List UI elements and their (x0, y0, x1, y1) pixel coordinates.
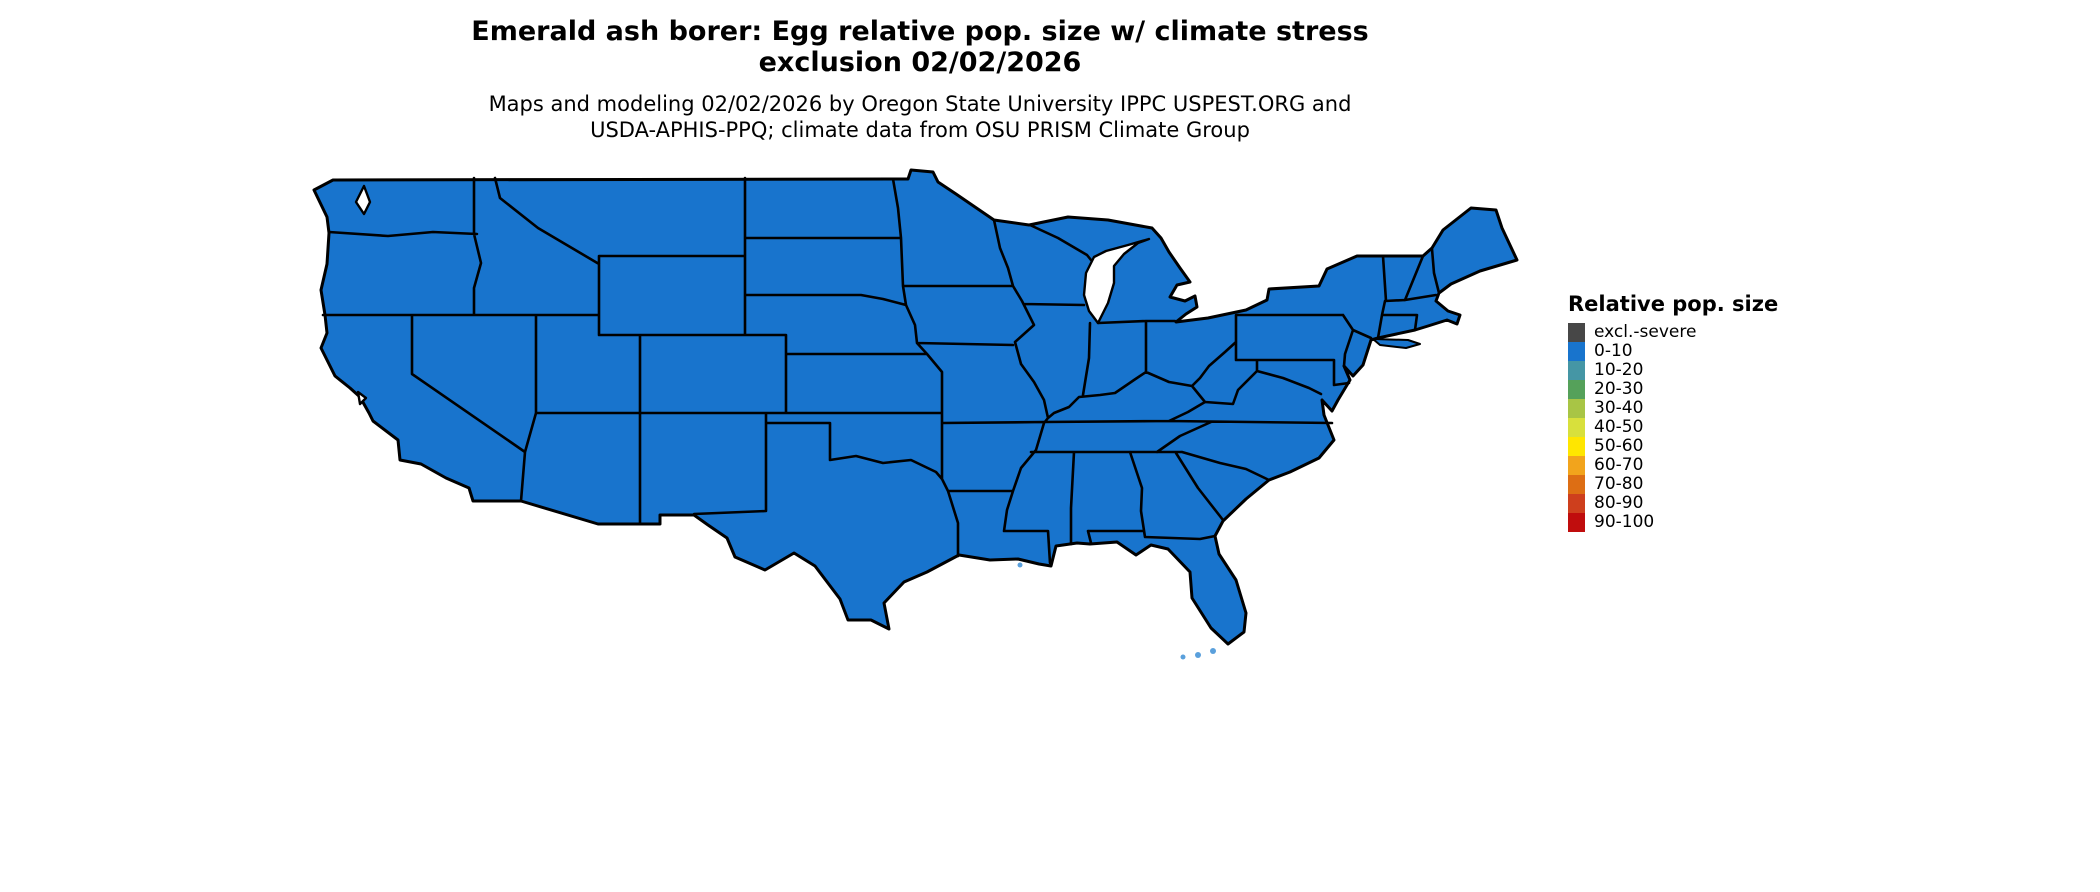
conus-landmass (312, 168, 1519, 646)
lake-michigan (1082, 237, 1151, 325)
legend-swatch (1568, 513, 1585, 532)
legend-swatch (1568, 494, 1585, 513)
legend-item: 70-80 (1568, 475, 1828, 494)
map-subtitle: Maps and modeling 02/02/2026 by Oregon S… (310, 91, 1530, 143)
legend-item: 20-30 (1568, 380, 1828, 399)
long-island (1372, 338, 1421, 349)
subtitle-line-1: Maps and modeling 02/02/2026 by Oregon S… (488, 92, 1352, 116)
us-map (308, 168, 1528, 660)
legend-label: 0-10 (1594, 341, 1633, 361)
title-line-1: Emerald ash borer: Egg relative pop. siz… (471, 16, 1369, 47)
legend-item: 10-20 (1568, 361, 1828, 380)
legend-swatch (1568, 418, 1585, 437)
legend-label: 90-100 (1594, 512, 1655, 532)
legend-label: 60-70 (1594, 455, 1644, 475)
legend-item: 90-100 (1568, 513, 1828, 532)
conus-map-svg (312, 168, 1519, 660)
state-borders (321, 176, 1441, 565)
page-title: Emerald ash borer: Egg relative pop. siz… (310, 16, 1530, 78)
legend-swatch (1568, 437, 1585, 456)
florida-keys-water (1017, 562, 1216, 660)
legend-swatch (1568, 475, 1585, 494)
legend-swatch (1568, 456, 1585, 475)
legend-item: 80-90 (1568, 494, 1828, 513)
water-dot (1210, 648, 1216, 654)
legend-label: 20-30 (1594, 379, 1644, 399)
water-dot (1180, 654, 1186, 660)
legend-label: excl.-severe (1594, 322, 1697, 342)
legend-label: 40-50 (1594, 417, 1644, 437)
san-francisco-bay (356, 390, 368, 406)
legend-swatch (1568, 380, 1585, 399)
legend-label: 30-40 (1594, 398, 1644, 418)
water-dot (1195, 652, 1201, 658)
legend-label: 50-60 (1594, 436, 1644, 456)
legend: Relative pop. size excl.-severe 0-10 10-… (1568, 292, 1828, 532)
puget-sound (354, 184, 372, 216)
legend-label: 10-20 (1594, 360, 1644, 380)
water-dot (1017, 562, 1023, 568)
legend-swatch (1568, 342, 1585, 361)
legend-swatch (1568, 361, 1585, 380)
header: Emerald ash borer: Egg relative pop. siz… (310, 16, 1530, 143)
legend-item: 40-50 (1568, 418, 1828, 437)
title-line-2: exclusion 02/02/2026 (758, 47, 1082, 78)
legend-label: 80-90 (1594, 493, 1644, 513)
subtitle-line-2: USDA-APHIS-PPQ; climate data from OSU PR… (590, 118, 1250, 142)
legend-label: 70-80 (1594, 474, 1644, 494)
legend-item: 50-60 (1568, 437, 1828, 456)
legend-item: 0-10 (1568, 342, 1828, 361)
legend-title: Relative pop. size (1568, 292, 1779, 316)
legend-swatch (1568, 399, 1585, 418)
legend-item: excl.-severe (1568, 323, 1828, 342)
legend-item: 60-70 (1568, 456, 1828, 475)
legend-swatch (1568, 323, 1585, 342)
legend-list: excl.-severe 0-10 10-20 20-30 30-40 40-5… (1568, 323, 1828, 532)
legend-item: 30-40 (1568, 399, 1828, 418)
